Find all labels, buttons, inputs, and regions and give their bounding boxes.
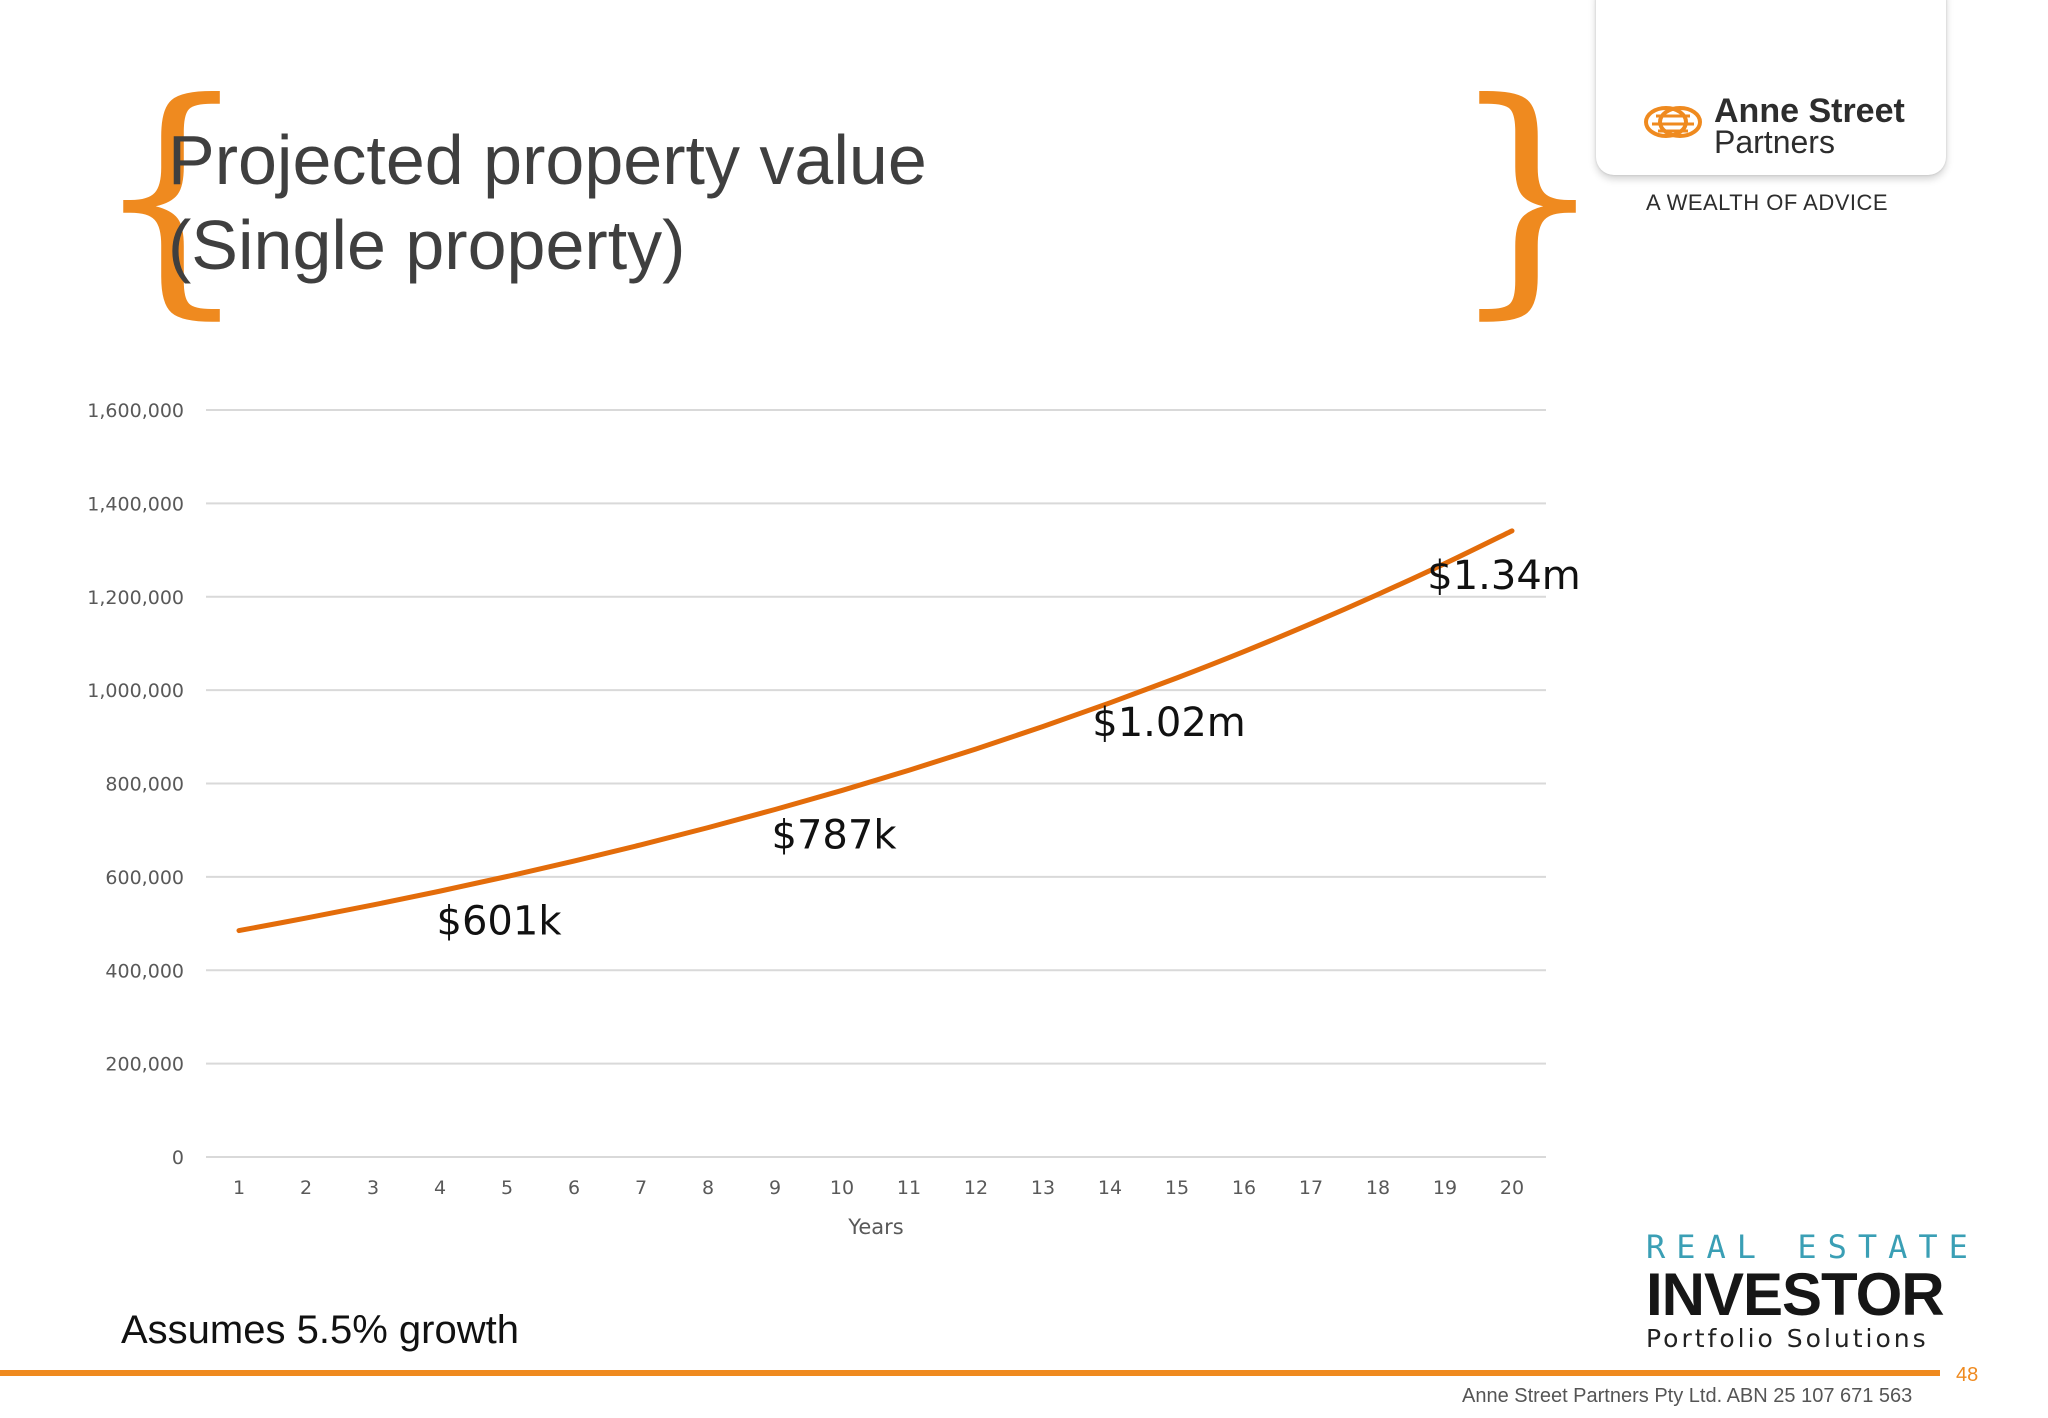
x-tick-label-5: 6 xyxy=(568,1177,580,1199)
property-value-line-chart: 0 200,000 400,000 600,000 800,000 1,000,000 1,… xyxy=(87,400,1581,1239)
data-label-3: $1.34m xyxy=(1427,553,1580,599)
rei-logo-line-3: Portfolio Solutions xyxy=(1646,1324,1929,1353)
y-tick-label-0: 0 xyxy=(172,1147,184,1169)
chart-gridlines xyxy=(206,409,1546,1158)
data-label-2: $1.02m xyxy=(1092,700,1245,746)
y-tick-label-4: 800,000 xyxy=(105,774,184,796)
x-tick-label-4: 5 xyxy=(501,1177,513,1199)
y-tick-label-6: 1,200,000 xyxy=(87,587,184,609)
real-estate-investor-logo: REAL ESTATE INVESTOR Portfolio Solutions xyxy=(1646,1228,1976,1353)
anne-street-logo-icon xyxy=(1644,106,1702,138)
x-tick-label-10: 11 xyxy=(897,1177,921,1199)
y-tick-label-3: 600,000 xyxy=(105,867,184,889)
rei-logo-line-1: REAL ESTATE xyxy=(1646,1228,1979,1266)
anne-street-logo-card: Anne Street Partners xyxy=(1596,0,1946,175)
x-tick-label-13: 14 xyxy=(1098,1177,1122,1199)
x-tick-label-7: 8 xyxy=(702,1177,714,1199)
x-tick-label-17: 18 xyxy=(1366,1177,1390,1199)
growth-assumption-note: Assumes 5.5% growth xyxy=(121,1308,519,1352)
rei-logo-line-2: INVESTOR xyxy=(1646,1261,1945,1328)
page-number: 48 xyxy=(1956,1364,1979,1386)
footer-divider xyxy=(0,1370,1940,1376)
x-tick-label-9: 10 xyxy=(830,1177,854,1199)
x-tick-label-18: 19 xyxy=(1433,1177,1457,1199)
x-tick-label-2: 3 xyxy=(367,1177,379,1199)
chart-series xyxy=(236,528,1515,934)
x-tick-label-0: 1 xyxy=(233,1177,245,1199)
slide-title-line-1: Projected property value xyxy=(168,121,927,199)
anne-street-tagline: A WEALTH OF ADVICE xyxy=(1646,190,1889,215)
x-axis-title: Years xyxy=(847,1215,903,1239)
series-line-0 xyxy=(236,528,1515,934)
x-tick-label-11: 12 xyxy=(964,1177,988,1199)
x-tick-label-12: 13 xyxy=(1031,1177,1055,1199)
x-tick-label-6: 7 xyxy=(635,1177,647,1199)
x-tick-label-16: 17 xyxy=(1299,1177,1323,1199)
x-tick-label-3: 4 xyxy=(434,1177,446,1199)
anne-street-logo-name-line-2: Partners xyxy=(1714,124,1835,160)
data-label-1: $787k xyxy=(772,812,898,858)
y-tick-label-8: 1,600,000 xyxy=(87,400,184,422)
chart-y-axis-ticks: 0 200,000 400,000 600,000 800,000 1,000,000 1,… xyxy=(87,400,184,1169)
y-tick-label-5: 1,000,000 xyxy=(87,680,184,702)
x-tick-label-8: 9 xyxy=(769,1177,781,1199)
x-tick-label-1: 2 xyxy=(300,1177,312,1199)
y-tick-label-2: 400,000 xyxy=(105,960,184,982)
data-label-0: $601k xyxy=(437,899,563,945)
title-brace-left: { xyxy=(92,49,252,340)
x-tick-label-19: 20 xyxy=(1500,1177,1524,1199)
anne-street-logo-name-line-1: Anne Street xyxy=(1714,92,1905,130)
chart-annotations: $601k $787k $1.02m $1.34m xyxy=(437,553,1581,945)
x-tick-label-15: 16 xyxy=(1232,1177,1256,1199)
footer-company-text: Anne Street Partners Pty Ltd. ABN 25 107… xyxy=(1462,1385,1913,1407)
y-tick-label-1: 200,000 xyxy=(105,1054,184,1076)
title-brace-right: } xyxy=(1448,49,1608,340)
y-tick-label-7: 1,400,000 xyxy=(87,493,184,515)
slide-title-line-2: (Single property) xyxy=(168,206,686,284)
x-tick-label-14: 15 xyxy=(1165,1177,1189,1199)
chart-x-axis-ticks: 1 2 3 4 5 6 7 8 9 10 11 12 13 14 15 16 17 18 19 20 xyxy=(233,1177,1524,1199)
